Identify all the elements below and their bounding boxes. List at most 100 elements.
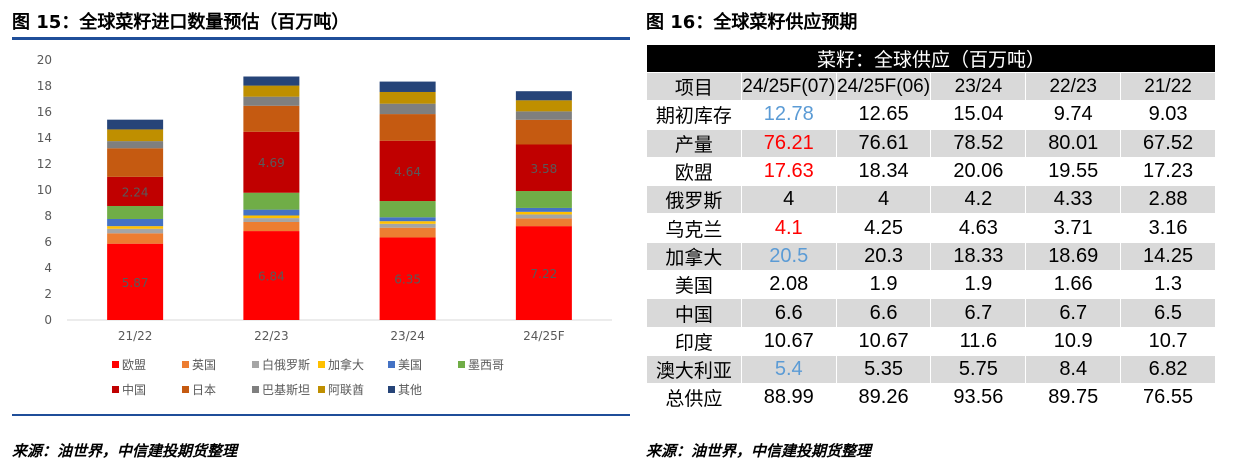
- table-cell: 19.55: [1025, 156, 1122, 187]
- x-tick-label: 21/22: [118, 329, 153, 343]
- bar-segment: [107, 148, 164, 177]
- y-tick-label: 20: [37, 53, 52, 67]
- legend-swatch: [252, 386, 259, 393]
- y-tick-label: 2: [44, 287, 52, 301]
- table-cell: 89.75: [1025, 383, 1122, 413]
- bar-segment: [243, 192, 300, 210]
- table-cell: 4: [740, 185, 837, 215]
- legend-label: 墨西哥: [468, 358, 504, 372]
- bar-segment: [515, 218, 572, 227]
- legend-swatch: [458, 361, 465, 368]
- table-cell: 67.52: [1120, 128, 1216, 158]
- bar-segment: [243, 221, 300, 232]
- bar-segment: [379, 114, 436, 141]
- table-cell: 4.2: [930, 185, 1027, 215]
- table-banner-row: 菜籽：全球供应（百万吨）: [646, 44, 1216, 73]
- table-header-row: 项目 24/25F(07) 24/25F(06) 23/24 22/23 21/22: [646, 71, 1216, 102]
- table-cell: 76.55: [1120, 383, 1216, 413]
- table-cell: 4.1: [740, 213, 837, 243]
- legend-label: 中国: [122, 382, 146, 397]
- bar-segment: [515, 211, 572, 215]
- table-row-label: 产量: [646, 128, 742, 158]
- table-cell: 1.3: [1120, 270, 1216, 300]
- table-row-label: 俄罗斯: [646, 185, 742, 215]
- table-row: 俄罗斯 4 4 4.2 4.33 2.88: [646, 185, 1216, 215]
- bar-segment: [243, 131, 300, 193]
- table-cell: 4: [835, 185, 932, 215]
- bar-segment: [515, 226, 572, 320]
- legend-swatch: [182, 386, 189, 393]
- legend-label: 欧盟: [122, 358, 146, 372]
- table-cell: 8.4: [1025, 354, 1122, 385]
- table-row-label: 美国: [646, 270, 742, 300]
- bar-segment: [107, 233, 164, 244]
- table-header-cell: 24/25F(06): [835, 71, 932, 102]
- figure16-title: 图 16：全球菜籽供应预期: [646, 12, 858, 33]
- table-row-label: 欧盟: [646, 156, 742, 187]
- table-cell: 1.9: [835, 270, 932, 300]
- x-tick-label: 24/25F: [523, 329, 565, 343]
- table-cell: 18.33: [930, 241, 1027, 272]
- table-row-label: 乌克兰: [646, 213, 742, 243]
- y-tick-label: 14: [37, 131, 52, 145]
- table-row: 乌克兰 4.1 4.25 4.63 3.71 3.16: [646, 213, 1216, 243]
- legend-label: 巴基斯坦: [262, 383, 310, 397]
- legend-swatch: [388, 361, 395, 368]
- table-cell: 20.3: [835, 241, 932, 272]
- table-row-label: 期初库存: [646, 100, 742, 130]
- table-cell: 9.03: [1120, 100, 1216, 130]
- bar-segment: [379, 227, 436, 238]
- table-cell: 17.23: [1120, 156, 1216, 187]
- bar-segment: [379, 223, 436, 228]
- table-cell: 80.01: [1025, 128, 1122, 158]
- table-row: 加拿大 20.5 20.3 18.33 18.69 14.25: [646, 241, 1216, 272]
- figure15-title: 图 15：全球菜籽进口数量预估（百万吨）: [12, 12, 350, 33]
- legend-label: 其他: [398, 383, 422, 397]
- table-cell: 4.25: [835, 213, 932, 243]
- table-cell: 5.35: [835, 354, 932, 385]
- bar-segment: [107, 205, 164, 219]
- table-row: 美国 2.08 1.9 1.9 1.66 1.3: [646, 270, 1216, 300]
- bar-segment: [107, 129, 164, 142]
- bar-segment: [515, 100, 572, 112]
- table-header-cell: 24/25F(07): [740, 71, 837, 102]
- table-cell: 12.78: [740, 100, 837, 130]
- table-cell: 10.67: [835, 326, 932, 356]
- bar-segment: [379, 81, 436, 92]
- table-cell: 18.69: [1025, 241, 1122, 272]
- bar-segment: [515, 144, 572, 192]
- bar-segment: [515, 91, 572, 101]
- table-header-cell: 21/22: [1120, 71, 1216, 102]
- bar-segment: [379, 237, 436, 320]
- bar-segment: [107, 226, 164, 229]
- table-cell: 76.61: [835, 128, 932, 158]
- legend-label: 阿联酋: [328, 382, 364, 397]
- table-row: 欧盟 17.63 18.34 20.06 19.55 17.23: [646, 156, 1216, 187]
- table-row: 印度 10.67 10.67 11.6 10.9 10.7: [646, 326, 1216, 356]
- table-cell: 15.04: [930, 100, 1027, 130]
- y-tick-label: 10: [37, 183, 52, 197]
- x-tick-label: 22/23: [254, 329, 289, 343]
- table-cell: 14.25: [1120, 241, 1216, 272]
- x-tick-label: 23/24: [390, 329, 425, 343]
- bar-segment: [515, 111, 572, 120]
- data-label: 7.22: [531, 267, 558, 281]
- table-cell: 6.5: [1120, 298, 1216, 328]
- bar-segment: [243, 105, 300, 132]
- table-cell: 78.52: [930, 128, 1027, 158]
- table-cell: 10.9: [1025, 326, 1122, 356]
- table-cell: 6.6: [835, 298, 932, 328]
- figure15-source: 来源：油世界，中信建投期货整理: [12, 442, 238, 460]
- legend-swatch: [252, 361, 259, 368]
- legend-label: 日本: [192, 383, 216, 397]
- table-cell: 6.82: [1120, 354, 1216, 385]
- bar-segment: [243, 215, 300, 219]
- legend-label: 英国: [192, 358, 216, 372]
- y-tick-label: 16: [37, 105, 52, 119]
- bar-segment: [379, 201, 436, 218]
- table-cell: 6.6: [740, 298, 837, 328]
- table-cell: 10.67: [740, 326, 837, 356]
- legend-label: 白俄罗斯: [262, 357, 310, 372]
- bar-segment: [243, 218, 300, 222]
- bar-segment: [515, 191, 572, 208]
